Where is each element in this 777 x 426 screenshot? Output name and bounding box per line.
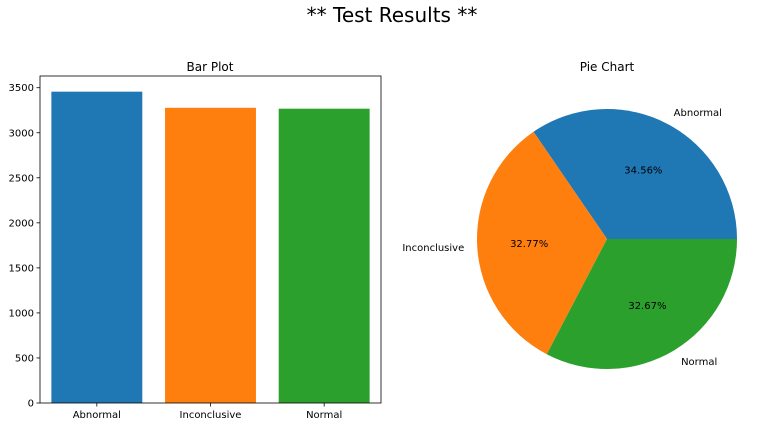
x-tick-label: Inconclusive (180, 410, 242, 421)
y-tick-label: 500 (15, 353, 34, 364)
x-tick-label: Abnormal (73, 410, 121, 421)
y-tick-label: 2000 (9, 218, 34, 229)
y-tick-label: 3500 (9, 83, 34, 94)
y-tick-label: 0 (28, 399, 34, 410)
bar-normal (278, 108, 370, 403)
bar-axes: Abnormal Inconclusive Normal 0 500 1000 1500 20… (9, 75, 382, 421)
bar-abnormal (51, 91, 143, 403)
bar-inconclusive (165, 107, 256, 404)
y-tick-label: 1000 (9, 308, 34, 319)
x-tick-label: Normal (306, 410, 342, 421)
pie-slice-abnormal (533, 108, 737, 239)
pie-pct-label-normal: 32.67% (628, 301, 666, 312)
bar-chart: Bar Plot Abnormal Inconclusive Normal 0 500 1… (9, 60, 382, 421)
pie-pct-label-inconclusive: 32.77% (510, 239, 548, 250)
pie-slice-inconclusive (476, 131, 607, 355)
pie-category-label-normal: Normal (681, 357, 717, 368)
pie-chart: Pie Chart 34.56% Abnormal 32.77% Inconclusi… (402, 60, 737, 370)
pie-category-label-inconclusive: Inconclusive (402, 243, 464, 254)
bar-marks (51, 91, 370, 404)
bar-axes-frame (39, 75, 382, 404)
bar-chart-title: Bar Plot (187, 60, 234, 74)
pie-slice-normal (546, 239, 737, 370)
y-tick-label: 3000 (9, 128, 34, 139)
pie-pct-label-abnormal: 34.56% (624, 165, 662, 176)
figure-title: ** Test Results ** (307, 3, 478, 27)
pie-category-label-abnormal: Abnormal (674, 108, 722, 119)
pie-marks: 34.56% Abnormal 32.77% Inconclusive 32.67% No… (402, 108, 737, 370)
pie-chart-title: Pie Chart (580, 60, 635, 74)
y-tick-label: 1500 (9, 263, 34, 274)
y-tick-label: 2500 (9, 173, 34, 184)
